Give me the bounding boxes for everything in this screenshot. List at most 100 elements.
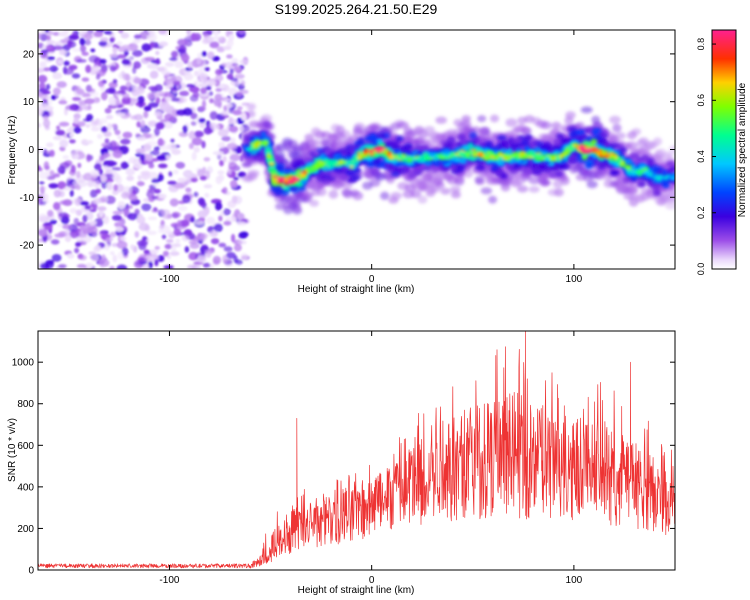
noise-cell bbox=[239, 59, 249, 65]
noise-cell bbox=[133, 34, 142, 39]
ridge-cell bbox=[319, 138, 330, 147]
noise-cell bbox=[38, 225, 45, 230]
noise-cell bbox=[153, 146, 161, 152]
ridge-cell bbox=[265, 148, 273, 154]
ridge-cell bbox=[330, 172, 339, 178]
noise-cell bbox=[84, 205, 91, 210]
noise-cell bbox=[138, 103, 144, 108]
noise-cell bbox=[191, 152, 197, 161]
noise-cell bbox=[197, 255, 207, 263]
noise-cell bbox=[147, 216, 157, 221]
noise-cell bbox=[218, 84, 226, 89]
noise-cell bbox=[105, 195, 116, 205]
noise-cell bbox=[218, 242, 227, 248]
ridge-cell bbox=[400, 166, 411, 174]
noise-cell bbox=[213, 30, 219, 36]
noise-cell bbox=[101, 91, 108, 101]
noise-cell bbox=[176, 219, 182, 228]
noise-cell bbox=[143, 255, 154, 263]
noise-cell bbox=[201, 100, 207, 109]
noise-cell bbox=[39, 181, 45, 185]
noise-cell bbox=[203, 157, 211, 162]
noise-cell bbox=[121, 58, 131, 66]
ridge-cell bbox=[560, 138, 568, 144]
noise-cell bbox=[188, 142, 194, 150]
noise-cell bbox=[111, 123, 118, 128]
noise-cell bbox=[116, 41, 123, 46]
ridge-cell bbox=[521, 126, 531, 135]
noise-cell bbox=[202, 262, 211, 268]
noise-cell bbox=[187, 61, 193, 70]
ridge-cell bbox=[475, 164, 485, 171]
noise-cell bbox=[109, 64, 117, 73]
noise-cell bbox=[182, 170, 193, 177]
noise-cell bbox=[198, 117, 206, 124]
noise-cell bbox=[122, 73, 130, 81]
noise-cell bbox=[213, 99, 222, 107]
noise-cell bbox=[40, 185, 45, 195]
ridge-cell bbox=[370, 168, 380, 177]
noise-cell bbox=[142, 236, 148, 241]
noise-cell bbox=[75, 185, 81, 190]
noise-cell bbox=[47, 209, 54, 217]
noise-cell bbox=[39, 200, 47, 206]
noise-cell bbox=[150, 40, 155, 47]
noise-cell bbox=[39, 61, 47, 68]
noise-cell bbox=[133, 77, 142, 84]
noise-cell bbox=[225, 252, 236, 259]
noise-cell bbox=[215, 87, 222, 92]
noise-cell bbox=[173, 228, 181, 237]
noise-cell bbox=[46, 35, 51, 41]
noise-cell bbox=[154, 111, 162, 117]
ridge-cell bbox=[596, 138, 605, 145]
noise-cell bbox=[228, 125, 239, 133]
noise-cell bbox=[165, 62, 175, 67]
noise-cell bbox=[154, 246, 160, 250]
ridge-cell bbox=[311, 189, 321, 197]
ridge-cell bbox=[335, 132, 347, 141]
noise-cell bbox=[39, 262, 49, 269]
noise-cell bbox=[141, 203, 152, 212]
ridge-cell bbox=[490, 175, 502, 183]
noise-cell bbox=[222, 155, 227, 163]
noise-cell bbox=[103, 215, 110, 225]
noise-cell bbox=[193, 146, 200, 153]
noise-cell bbox=[46, 83, 51, 90]
noise-cell bbox=[233, 244, 242, 252]
noise-blobs bbox=[38, 30, 250, 269]
ridge-cell bbox=[449, 185, 461, 193]
noise-cell bbox=[93, 180, 101, 189]
noise-cell bbox=[120, 161, 129, 170]
noise-cell bbox=[207, 51, 215, 60]
noise-cell bbox=[231, 195, 238, 204]
ridge-cell bbox=[575, 129, 585, 136]
noise-cell bbox=[88, 180, 93, 187]
ridge-cell bbox=[612, 123, 622, 133]
noise-cell bbox=[140, 153, 146, 162]
noise-cell bbox=[110, 32, 116, 38]
ridge-cell bbox=[440, 187, 451, 195]
ridge-cell bbox=[627, 131, 637, 140]
ridge-cell bbox=[423, 173, 433, 182]
noise-cell bbox=[46, 142, 54, 148]
ridge-cell bbox=[249, 136, 256, 143]
noise-cell bbox=[38, 67, 45, 74]
noise-cell bbox=[130, 244, 135, 251]
noise-cell bbox=[191, 137, 203, 146]
noise-cell bbox=[38, 42, 45, 49]
noise-cell bbox=[193, 191, 199, 197]
noise-cell bbox=[38, 82, 46, 90]
noise-cell bbox=[81, 104, 89, 111]
noise-cell bbox=[71, 73, 81, 79]
ridge-cell bbox=[495, 170, 503, 177]
noise-cell bbox=[42, 115, 49, 121]
noise-cell bbox=[59, 139, 69, 148]
ridge-cell bbox=[243, 173, 255, 183]
ridge-cell bbox=[481, 171, 493, 180]
ridge-cell bbox=[245, 151, 252, 157]
noise-cell bbox=[183, 73, 194, 81]
noise-cell bbox=[143, 249, 150, 255]
noise-cell bbox=[50, 95, 56, 101]
ridge-cell bbox=[477, 115, 487, 123]
noise-cell bbox=[99, 118, 108, 124]
